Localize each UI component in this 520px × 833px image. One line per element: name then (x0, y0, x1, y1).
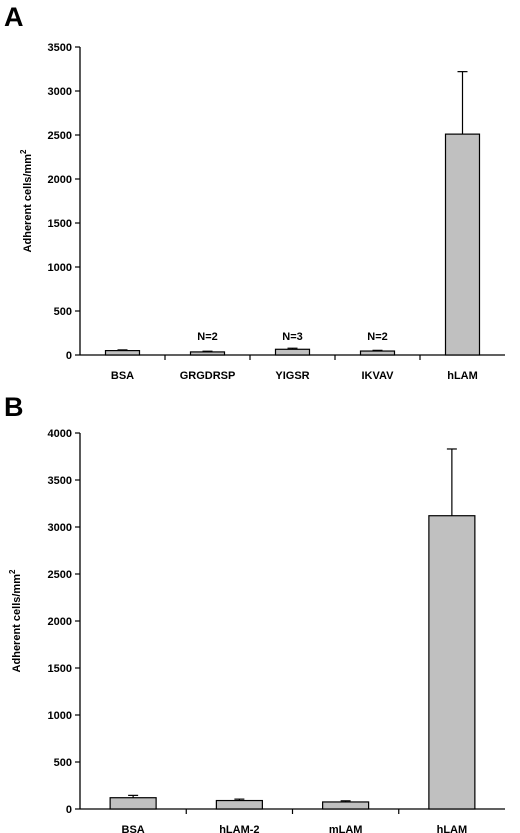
chart-a-annotation: N=3 (282, 331, 303, 343)
chart-a-y-axis-label-text: Adherent cells/mm (22, 154, 34, 253)
chart-b-y-tick-label: 2500 (48, 569, 72, 581)
chart-b-y-tick-label: 3500 (48, 475, 72, 487)
chart-b-y-axis-label: Adherent cells/mm2 (8, 569, 23, 672)
chart-b-y-tick-label: 2000 (48, 616, 72, 628)
chart-b-bar (428, 515, 476, 810)
chart-b-x-tick-label: hLAM-2 (219, 824, 259, 833)
chart-a-y-tick-label: 1000 (48, 262, 72, 274)
chart-a-y-tick-label: 2500 (48, 130, 72, 142)
chart-b-y-axis-label-text: Adherent cells/mm (11, 574, 23, 673)
chart-a-annotation: N=2 (367, 331, 388, 343)
chart-a-bar (359, 350, 396, 356)
chart-b-y-tick-label: 1000 (48, 710, 72, 722)
chart-b-y-tick-label: 4000 (48, 428, 72, 440)
chart-b-y-axis-label-superscript: 2 (8, 569, 17, 574)
chart-a-x-tick-label: BSA (111, 370, 134, 382)
panel-a: A 0 500 1000 1500 2000 2500 3000 3500 BSA GRGDRSP… (0, 0, 520, 382)
chart-a: 0 500 1000 1500 2000 2500 3000 3500 BSA GRGDRSP N=… (19, 42, 505, 382)
chart-a-annotation: N=2 (197, 331, 218, 343)
chart-a-x-tick-label: hLAM (447, 370, 478, 382)
panel-b-letter: B (4, 392, 24, 422)
chart-b-y-tick-label: 500 (54, 757, 72, 769)
chart-a-x-tick-label: IKVAV (362, 370, 395, 382)
chart-a-y-tick-label: 3500 (48, 42, 72, 54)
chart-a-y-tick-label: 0 (66, 350, 72, 362)
panel-a-letter: A (4, 2, 24, 32)
chart-a-y-axis-label-superscript: 2 (19, 149, 28, 154)
chart-b-x-tick-label: BSA (122, 824, 145, 833)
chart-b-bar (322, 801, 370, 810)
chart-a-bar (104, 350, 141, 356)
panel-b: B 0 500 1000 1500 2000 2500 3000 3500 4000 BSA hLA… (0, 392, 520, 833)
chart-b: 0 500 1000 1500 2000 2500 3000 3500 4000 BSA hLAM-… (8, 428, 505, 833)
chart-a-bar (444, 133, 481, 356)
chart-b-x-tick-label: mLAM (329, 824, 363, 833)
chart-b-bar (109, 797, 157, 810)
chart-b-x-tick-label: hLAM (437, 824, 468, 833)
chart-b-y-tick-label: 3000 (48, 522, 72, 534)
chart-b-y-tick-label: 0 (66, 804, 72, 816)
chart-a-bar (274, 348, 311, 356)
chart-a-y-tick-label: 1500 (48, 218, 72, 230)
chart-b-y-tick-label: 1500 (48, 663, 72, 675)
chart-a-y-tick-label: 500 (54, 306, 72, 318)
chart-b-bar (215, 799, 263, 810)
chart-a-y-tick-label: 3000 (48, 86, 72, 98)
chart-a-x-tick-label: GRGDRSP (180, 370, 236, 382)
chart-a-x-tick-label: YIGSR (275, 370, 309, 382)
chart-a-bar (189, 351, 226, 356)
chart-a-y-tick-label: 2000 (48, 174, 72, 186)
chart-a-y-axis-label: Adherent cells/mm2 (19, 149, 34, 252)
